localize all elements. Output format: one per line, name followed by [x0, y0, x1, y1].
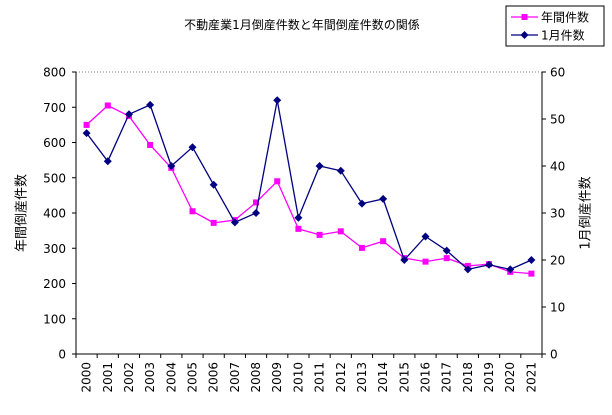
series-1-point-2007	[230, 218, 239, 227]
series-1-point-2000	[82, 129, 91, 138]
y-tick-label: 200	[43, 277, 66, 291]
series-1-point-2002	[124, 110, 133, 119]
y-axis-title: 年間倒産件数	[14, 174, 30, 252]
series-0-point-2008	[253, 199, 260, 206]
x-tick-label: 2013	[355, 362, 369, 393]
series-1-point-2010	[294, 213, 303, 222]
x-tick-label: 2012	[334, 362, 348, 393]
x-tick-label: 2015	[397, 362, 411, 393]
series-0-line	[86, 104, 532, 275]
series-1-point-2019	[485, 260, 494, 269]
y2-tick-label: 20	[550, 254, 565, 268]
series-0-point-2017	[443, 255, 450, 262]
y-tick-label: 300	[43, 242, 66, 256]
series-1-point-2012	[336, 166, 345, 175]
series-1-point-2014	[379, 194, 388, 203]
y-tick-label: 100	[43, 312, 66, 326]
x-tick-label: 2005	[186, 362, 200, 393]
y2-tick-label: 10	[550, 301, 565, 315]
x-tick-label: 2016	[419, 362, 433, 393]
y-tick-label: 400	[43, 207, 66, 221]
x-tick-label: 2000	[80, 362, 94, 393]
series-1-point-2018	[463, 265, 472, 274]
y-tick-label: 500	[43, 171, 66, 185]
y2-tick-label: 40	[550, 160, 565, 174]
x-tick-label: 2021	[524, 362, 538, 393]
y-tick-label: 600	[43, 136, 66, 150]
series-0-point-2001	[104, 102, 111, 109]
series-1-point-2005	[188, 143, 197, 152]
x-tick-label: 2018	[461, 362, 475, 393]
legend: 年間件数 1月件数	[505, 5, 605, 47]
series-0-point-2021	[528, 270, 535, 277]
x-tick-label: 2002	[122, 362, 136, 393]
series-1-point-2016	[421, 232, 430, 241]
y2-tick-label: 50	[550, 113, 565, 127]
x-tick-label: 2010	[291, 362, 305, 393]
y-tick-label: 800	[43, 66, 66, 80]
series-0-point-2006	[210, 219, 217, 226]
series-1-point-2021	[527, 256, 536, 264]
series-0-point-2000	[83, 121, 90, 128]
series-1-point-2020	[506, 265, 515, 274]
legend-label-series-1: 1月件数	[541, 28, 585, 43]
series-1-point-2004	[167, 162, 176, 170]
series-1-point-2008	[252, 209, 261, 217]
legend-box	[505, 5, 605, 47]
series-1-line	[86, 99, 532, 271]
x-tick-label: 2020	[503, 362, 517, 393]
series-1-point-2009	[273, 96, 282, 105]
series-0-point-2014	[380, 238, 387, 245]
x-tick-label: 2001	[101, 362, 115, 393]
series-1-point-2017	[442, 246, 451, 255]
series-1-point-2011	[315, 162, 324, 170]
series-1-point-2001	[103, 157, 112, 166]
series-1-point-2006	[209, 180, 218, 189]
series-0-point-2009	[274, 178, 281, 185]
series-0-point-2012	[337, 228, 344, 235]
plot-area: 0 100 200 300 400 500 600 700 800 0 10 20 30 40 50 60 20…	[43, 66, 565, 393]
series-0-point-2011	[316, 231, 323, 238]
series-0-point-2003	[147, 141, 154, 148]
x-tick-label: 2011	[313, 362, 327, 393]
series-1-point-2015	[400, 256, 409, 264]
x-tick-label: 2003	[143, 362, 157, 393]
x-tick-label: 2019	[482, 362, 496, 393]
y2-tick-label: 30	[550, 207, 565, 221]
legend-marker-diamond	[520, 31, 529, 39]
chart-title: 不動産業1月倒産件数と年間倒産件数の関係	[184, 17, 420, 32]
x-tick-label: 2008	[249, 362, 263, 393]
series-1-point-2013	[357, 199, 366, 208]
x-tick-label: 2007	[228, 362, 242, 393]
series-0-point-2010	[295, 225, 302, 232]
x-tick-label: 2017	[440, 362, 454, 393]
y2-tick-label: 0	[550, 348, 558, 362]
legend-label-series-0: 年間件数	[541, 10, 589, 25]
y-tick-label: 700	[43, 101, 66, 115]
series-0-point-2005	[189, 208, 196, 215]
legend-marker-square	[521, 14, 528, 20]
y2-tick-label: 60	[550, 66, 565, 80]
x-tick-label: 2004	[164, 362, 178, 393]
series-1-point-2003	[146, 100, 155, 109]
y-tick-label: 0	[58, 348, 66, 362]
y2-axis-title: 1月倒産件数	[578, 176, 594, 249]
series-0-point-2013	[358, 244, 365, 251]
x-tick-label: 2006	[207, 362, 221, 393]
x-tick-label: 2014	[376, 362, 390, 393]
x-tick-label: 2009	[270, 362, 284, 393]
series-0-point-2016	[422, 258, 429, 265]
